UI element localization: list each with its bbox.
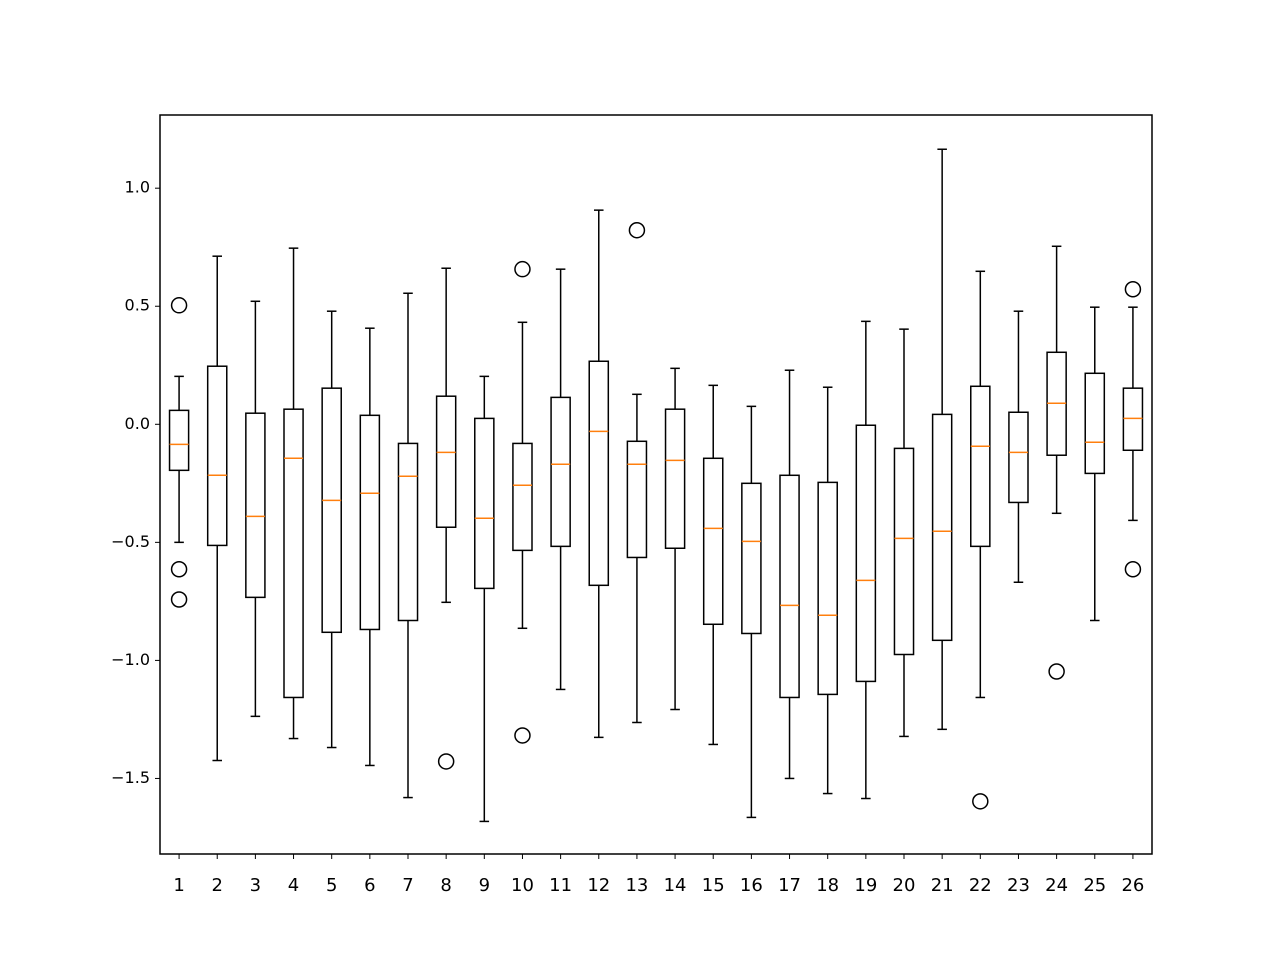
x-tick-label: 17	[778, 875, 801, 896]
x-tick-label: 10	[511, 875, 534, 896]
box	[321, 387, 342, 634]
box	[512, 442, 533, 552]
outlier	[972, 793, 989, 810]
box	[1008, 411, 1029, 504]
x-tick-label: 24	[1045, 875, 1068, 896]
box	[1122, 387, 1144, 452]
outlier	[1048, 663, 1065, 680]
x-tick-label: 7	[402, 875, 413, 896]
x-tick-label: 18	[816, 875, 839, 896]
x-tick-label: 16	[740, 875, 763, 896]
x-tick-label: 8	[440, 875, 451, 896]
x-tick-label: 15	[702, 875, 725, 896]
plot-frame	[159, 114, 1153, 855]
x-tick-label: 22	[969, 875, 992, 896]
x-tick-label: 4	[288, 875, 299, 896]
x-tick-label: 9	[479, 875, 490, 896]
x-tick-label: 20	[893, 875, 916, 896]
y-tick-label: 1.0	[125, 178, 150, 197]
outlier	[1124, 561, 1142, 578]
x-tick-label: 25	[1083, 875, 1106, 896]
box	[626, 440, 648, 559]
outlier	[170, 591, 188, 608]
outlier	[1124, 280, 1142, 298]
y-tick-label: −0.5	[111, 532, 150, 551]
box	[855, 424, 877, 683]
y-tick-label: 0.0	[125, 414, 150, 433]
box	[168, 409, 190, 472]
x-tick-label: 19	[854, 875, 877, 896]
box	[1084, 372, 1106, 475]
outlier	[170, 297, 188, 314]
outlier	[514, 260, 531, 278]
x-tick-label: 5	[326, 875, 337, 896]
box	[474, 417, 495, 590]
box	[397, 442, 419, 622]
y-tick-label: −1.5	[111, 768, 150, 787]
x-tick-label: 3	[250, 875, 261, 896]
x-tick-label: 12	[587, 875, 610, 896]
y-tick-label: −1.0	[111, 650, 150, 669]
box	[931, 413, 953, 642]
outlier	[437, 753, 455, 770]
x-tick-label: 1	[173, 875, 184, 896]
box	[283, 408, 304, 699]
x-tick-label: 13	[625, 875, 648, 896]
box	[779, 474, 800, 699]
box	[245, 412, 266, 599]
box	[893, 447, 915, 656]
box	[550, 396, 571, 548]
x-tick-label: 11	[549, 875, 572, 896]
box	[817, 481, 838, 696]
box	[664, 408, 686, 549]
x-tick-label: 2	[212, 875, 223, 896]
outlier	[170, 561, 188, 578]
x-tick-label: 21	[931, 875, 954, 896]
outlier	[514, 727, 531, 744]
x-tick-label: 23	[1007, 875, 1030, 896]
box	[970, 385, 991, 548]
x-tick-label: 6	[364, 875, 375, 896]
x-tick-label: 14	[664, 875, 687, 896]
box	[702, 457, 724, 626]
box	[359, 414, 381, 631]
outlier	[628, 221, 646, 239]
x-tick-label: 26	[1121, 875, 1144, 896]
y-tick-label: 0.5	[125, 296, 150, 315]
box	[206, 365, 228, 547]
box	[435, 395, 457, 528]
box	[741, 482, 762, 635]
box	[588, 360, 610, 587]
